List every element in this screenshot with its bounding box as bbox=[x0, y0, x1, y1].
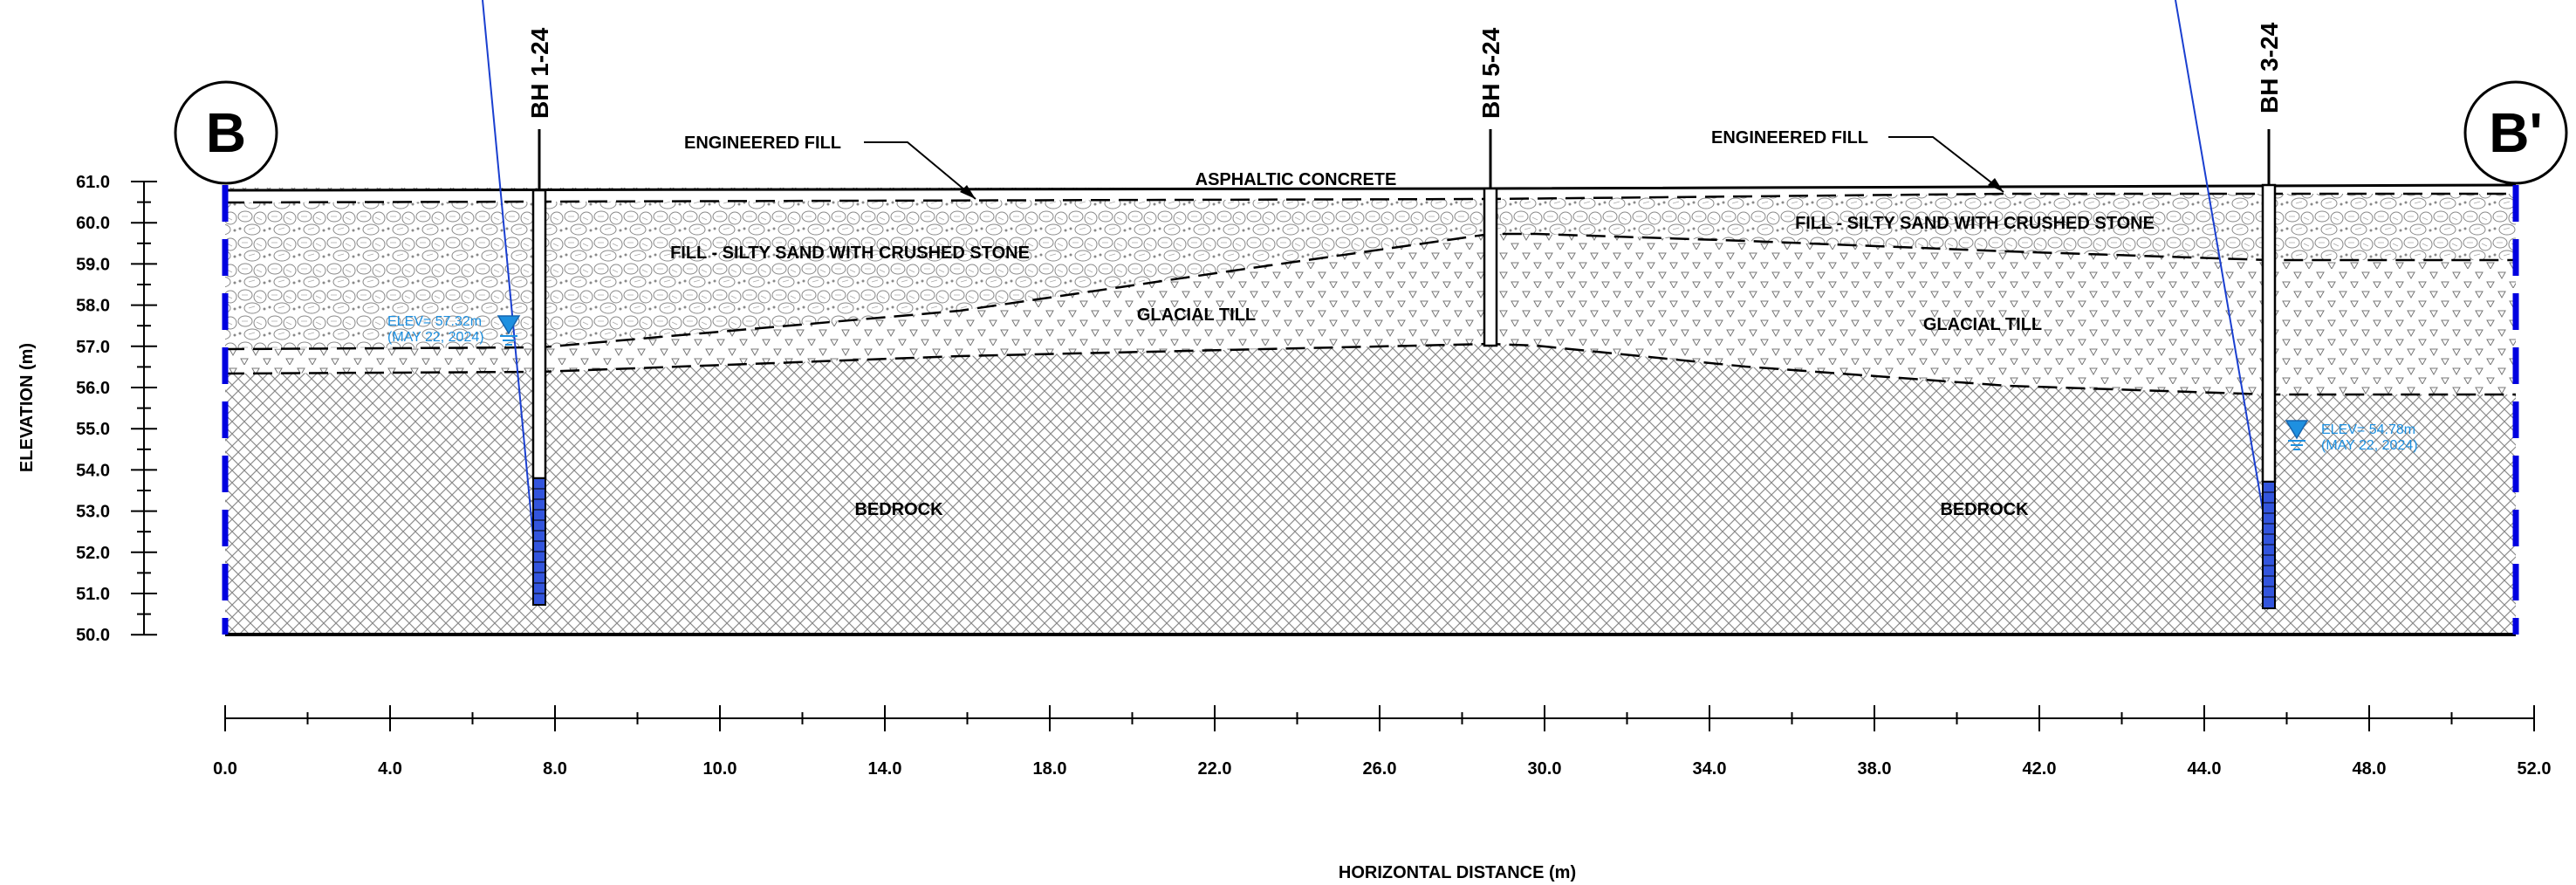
section-marker-end-label: B' bbox=[2489, 101, 2542, 164]
water-level-icon bbox=[497, 315, 521, 335]
x-tick-label: 4.0 bbox=[378, 759, 402, 779]
section-marker-start-label: B bbox=[206, 101, 246, 164]
fill-base-line bbox=[224, 232, 2516, 351]
y-tick-label: 60.0 bbox=[76, 214, 110, 233]
x-tick-label: 42.0 bbox=[2023, 759, 2057, 779]
borehole-bh-1-24: BH 1-24 bbox=[526, 27, 553, 606]
asphalt-base-line bbox=[224, 192, 2516, 204]
y-tick-label: 52.0 bbox=[76, 544, 110, 563]
y-tick-label: 59.0 bbox=[76, 255, 110, 274]
y-tick-label: 55.0 bbox=[76, 420, 110, 439]
y-tick-label: 56.0 bbox=[76, 379, 110, 398]
borehole-bh-5-24: BH 5-24 bbox=[1477, 27, 1504, 347]
water-elev-label: ELEV= 54.78m bbox=[2321, 422, 2415, 437]
label-fill-right: FILL - SILTY SAND WITH CRUSHED STONE bbox=[1795, 214, 2155, 233]
elevation-axis: 61.0 60.0 59.0 58.0 57.0 56.0 55.0 54.0 53.0 52.0… bbox=[17, 173, 157, 645]
y-tick-label: 51.0 bbox=[76, 585, 110, 604]
x-tick-label: 38.0 bbox=[1858, 759, 1892, 779]
y-tick-label: 58.0 bbox=[76, 297, 110, 316]
y-tick-label: 54.0 bbox=[76, 461, 110, 480]
leader-engineered-fill-left bbox=[864, 141, 976, 200]
y-axis-label: ELEVATION (m) bbox=[17, 343, 37, 472]
water-elev-label: ELEV= 57.32m bbox=[387, 314, 482, 329]
borehole-bh-3-24: BH 3-24 bbox=[2256, 22, 2283, 609]
x-tick-label: 26.0 bbox=[1363, 759, 1397, 779]
x-tick-label: 8.0 bbox=[543, 759, 567, 779]
water-date-label: (MAY 22, 2024) bbox=[387, 330, 484, 345]
till-base-line bbox=[224, 342, 2516, 396]
water-date-label: (MAY 22, 2024) bbox=[2321, 438, 2418, 453]
fill-pattern bbox=[225, 194, 2516, 349]
label-till-right: GLACIAL TILL bbox=[1923, 315, 2042, 334]
label-asphalt: ASPHALTIC CONCRETE bbox=[1196, 170, 1397, 189]
x-tick-label: 0.0 bbox=[213, 759, 237, 779]
label-engineered-fill-left: ENGINEERED FILL bbox=[684, 134, 841, 153]
y-tick-label: 50.0 bbox=[76, 626, 110, 645]
leader-line-left bbox=[482, 0, 540, 603]
x-tick-label: 34.0 bbox=[1693, 759, 1727, 779]
x-tick-label: 30.0 bbox=[1528, 759, 1562, 779]
borehole-label-bh-1-24: BH 1-24 bbox=[526, 27, 553, 119]
x-tick-label: 22.0 bbox=[1198, 759, 1232, 779]
x-tick-label: 52.0 bbox=[2518, 759, 2552, 779]
label-bedrock-right: BEDROCK bbox=[1940, 500, 2029, 519]
water-level-bh-1-24: ELEV= 57.32m (MAY 22, 2024) bbox=[387, 314, 521, 346]
borehole-label-bh-5-24: BH 5-24 bbox=[1477, 27, 1504, 119]
x-tick-label: 10.0 bbox=[703, 759, 737, 779]
y-tick-label: 57.0 bbox=[76, 338, 110, 357]
leader-engineered-fill-right bbox=[1888, 136, 2004, 193]
x-tick-label: 14.0 bbox=[868, 759, 902, 779]
x-tick-label: 44.0 bbox=[2188, 759, 2222, 779]
label-engineered-fill-right: ENGINEERED FILL bbox=[1711, 128, 1868, 148]
x-tick-label: 48.0 bbox=[2353, 759, 2387, 779]
horizontal-axis: 0.0 4.0 8.0 10.0 14.0 18.0 22.0 26.0 30.0 34.0 38.… bbox=[213, 705, 2552, 882]
x-axis-label: HORIZONTAL DISTANCE (m) bbox=[1339, 863, 1576, 882]
section-marker-start bbox=[174, 80, 278, 185]
y-tick-label: 53.0 bbox=[76, 503, 110, 522]
section-marker-end bbox=[2463, 80, 2568, 185]
water-level-icon bbox=[2285, 420, 2309, 440]
water-level-bh-3-24: ELEV= 54.78m (MAY 22, 2024) bbox=[2285, 420, 2418, 453]
borehole-label-bh-3-24: BH 3-24 bbox=[2256, 22, 2283, 113]
label-bedrock-left: BEDROCK bbox=[854, 500, 943, 519]
x-tick-label: 18.0 bbox=[1033, 759, 1067, 779]
leader-line-right bbox=[2175, 0, 2270, 546]
y-tick-label: 61.0 bbox=[76, 173, 110, 192]
asphalt-layer bbox=[225, 185, 2516, 202]
glacial-till-pattern bbox=[225, 234, 2516, 394]
label-till-left: GLACIAL TILL bbox=[1137, 305, 1256, 325]
label-fill-left: FILL - SILTY SAND WITH CRUSHED STONE bbox=[670, 244, 1030, 263]
